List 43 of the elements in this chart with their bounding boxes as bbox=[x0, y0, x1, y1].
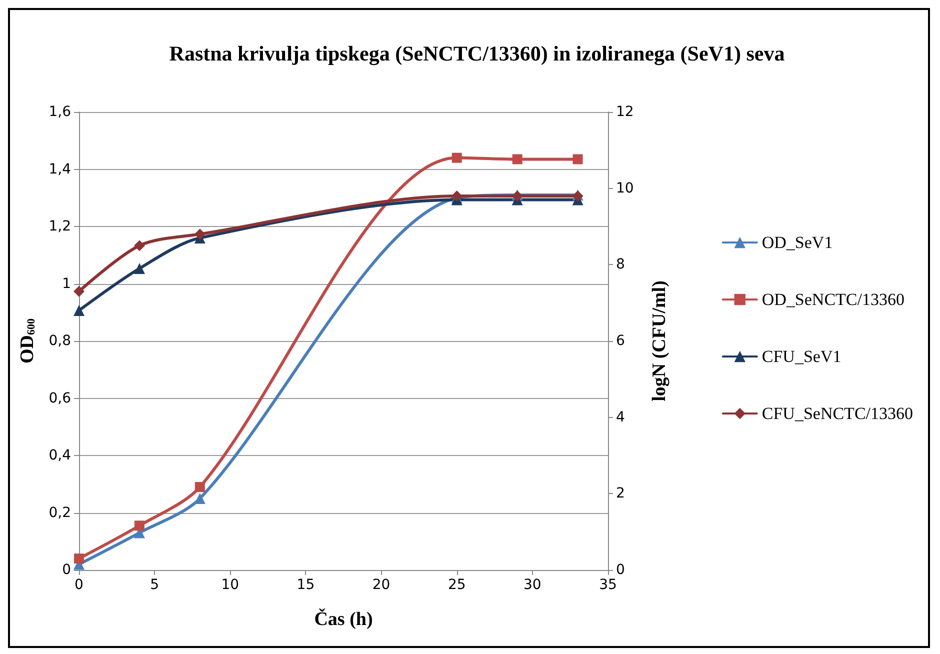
point bbox=[74, 304, 84, 316]
y-tick-label: 1 bbox=[62, 276, 71, 292]
legend-label: OD_SeNCTC/13360 bbox=[762, 290, 904, 309]
y2-tick-label: 4 bbox=[616, 409, 625, 426]
point bbox=[134, 240, 145, 252]
legend-label: CFU_SeNCTC/13360 bbox=[762, 404, 914, 423]
y-tick-label: 0,4 bbox=[48, 448, 72, 464]
y2-tick-label: 6 bbox=[616, 333, 625, 349]
x-tick-label: 5 bbox=[150, 577, 160, 593]
point bbox=[512, 154, 522, 164]
y-axis-title: OD600 bbox=[17, 318, 38, 364]
y-tick-label: 0 bbox=[62, 562, 71, 578]
y2-tick-label: 2 bbox=[616, 486, 625, 502]
x-tick-label: 15 bbox=[296, 577, 315, 593]
x-tick-label: 0 bbox=[74, 577, 84, 593]
x-tick-label: 30 bbox=[524, 577, 542, 593]
point bbox=[74, 286, 84, 297]
y2-tick-label: 12 bbox=[616, 104, 634, 120]
chart-title: Rastna krivulja tipskega (SeNCTC/13360) in izoliranega (SeV1) seva bbox=[169, 42, 786, 66]
y2-tick-label: 8 bbox=[616, 256, 625, 273]
y-tick-label: 1,4 bbox=[48, 161, 72, 178]
y-tick-label: 1,2 bbox=[48, 218, 71, 234]
y2-tick-label: 0 bbox=[616, 562, 625, 578]
legend-label: OD_SeV1 bbox=[762, 233, 833, 252]
point bbox=[134, 262, 145, 274]
y-tick-label: 1,6 bbox=[48, 104, 72, 120]
point bbox=[572, 154, 583, 164]
y-tick-label: 0,2 bbox=[48, 504, 71, 521]
y-tick-label: 0,8 bbox=[48, 333, 71, 349]
x-tick-label: 20 bbox=[372, 577, 390, 593]
x-tick-label: 35 bbox=[599, 577, 617, 593]
y2-axis-title: logN (CFU/ml) bbox=[649, 280, 670, 402]
point bbox=[452, 152, 462, 163]
x-tick-label: 25 bbox=[448, 577, 466, 593]
point bbox=[74, 554, 84, 564]
legend-label: CFU_SeV1 bbox=[762, 347, 842, 366]
point bbox=[134, 520, 144, 531]
y-tick-label: 0,6 bbox=[48, 390, 72, 406]
point bbox=[194, 482, 205, 492]
point bbox=[194, 228, 206, 240]
x-axis-title: Čas (h) bbox=[314, 608, 373, 630]
y2-tick-label: 10 bbox=[616, 180, 634, 196]
x-tick-label: 10 bbox=[221, 577, 240, 593]
